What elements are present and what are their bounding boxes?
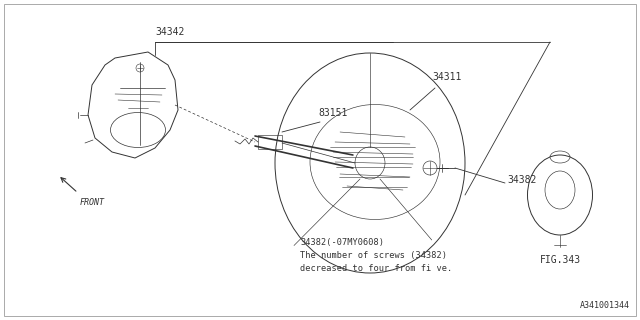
Text: FIG.343: FIG.343 (540, 255, 580, 265)
Text: 34342: 34342 (155, 27, 184, 37)
Text: decreased to four from fi ve.: decreased to four from fi ve. (300, 264, 452, 273)
Text: The number of screws (34382): The number of screws (34382) (300, 251, 447, 260)
Text: FRONT: FRONT (80, 198, 105, 207)
Bar (258, 135, 282, 149)
Text: 34311: 34311 (432, 72, 461, 82)
Text: 83151: 83151 (318, 108, 348, 118)
Text: 34382: 34382 (507, 175, 536, 185)
Text: A341001344: A341001344 (580, 301, 630, 310)
Text: 34382(-07MY0608): 34382(-07MY0608) (300, 238, 384, 247)
